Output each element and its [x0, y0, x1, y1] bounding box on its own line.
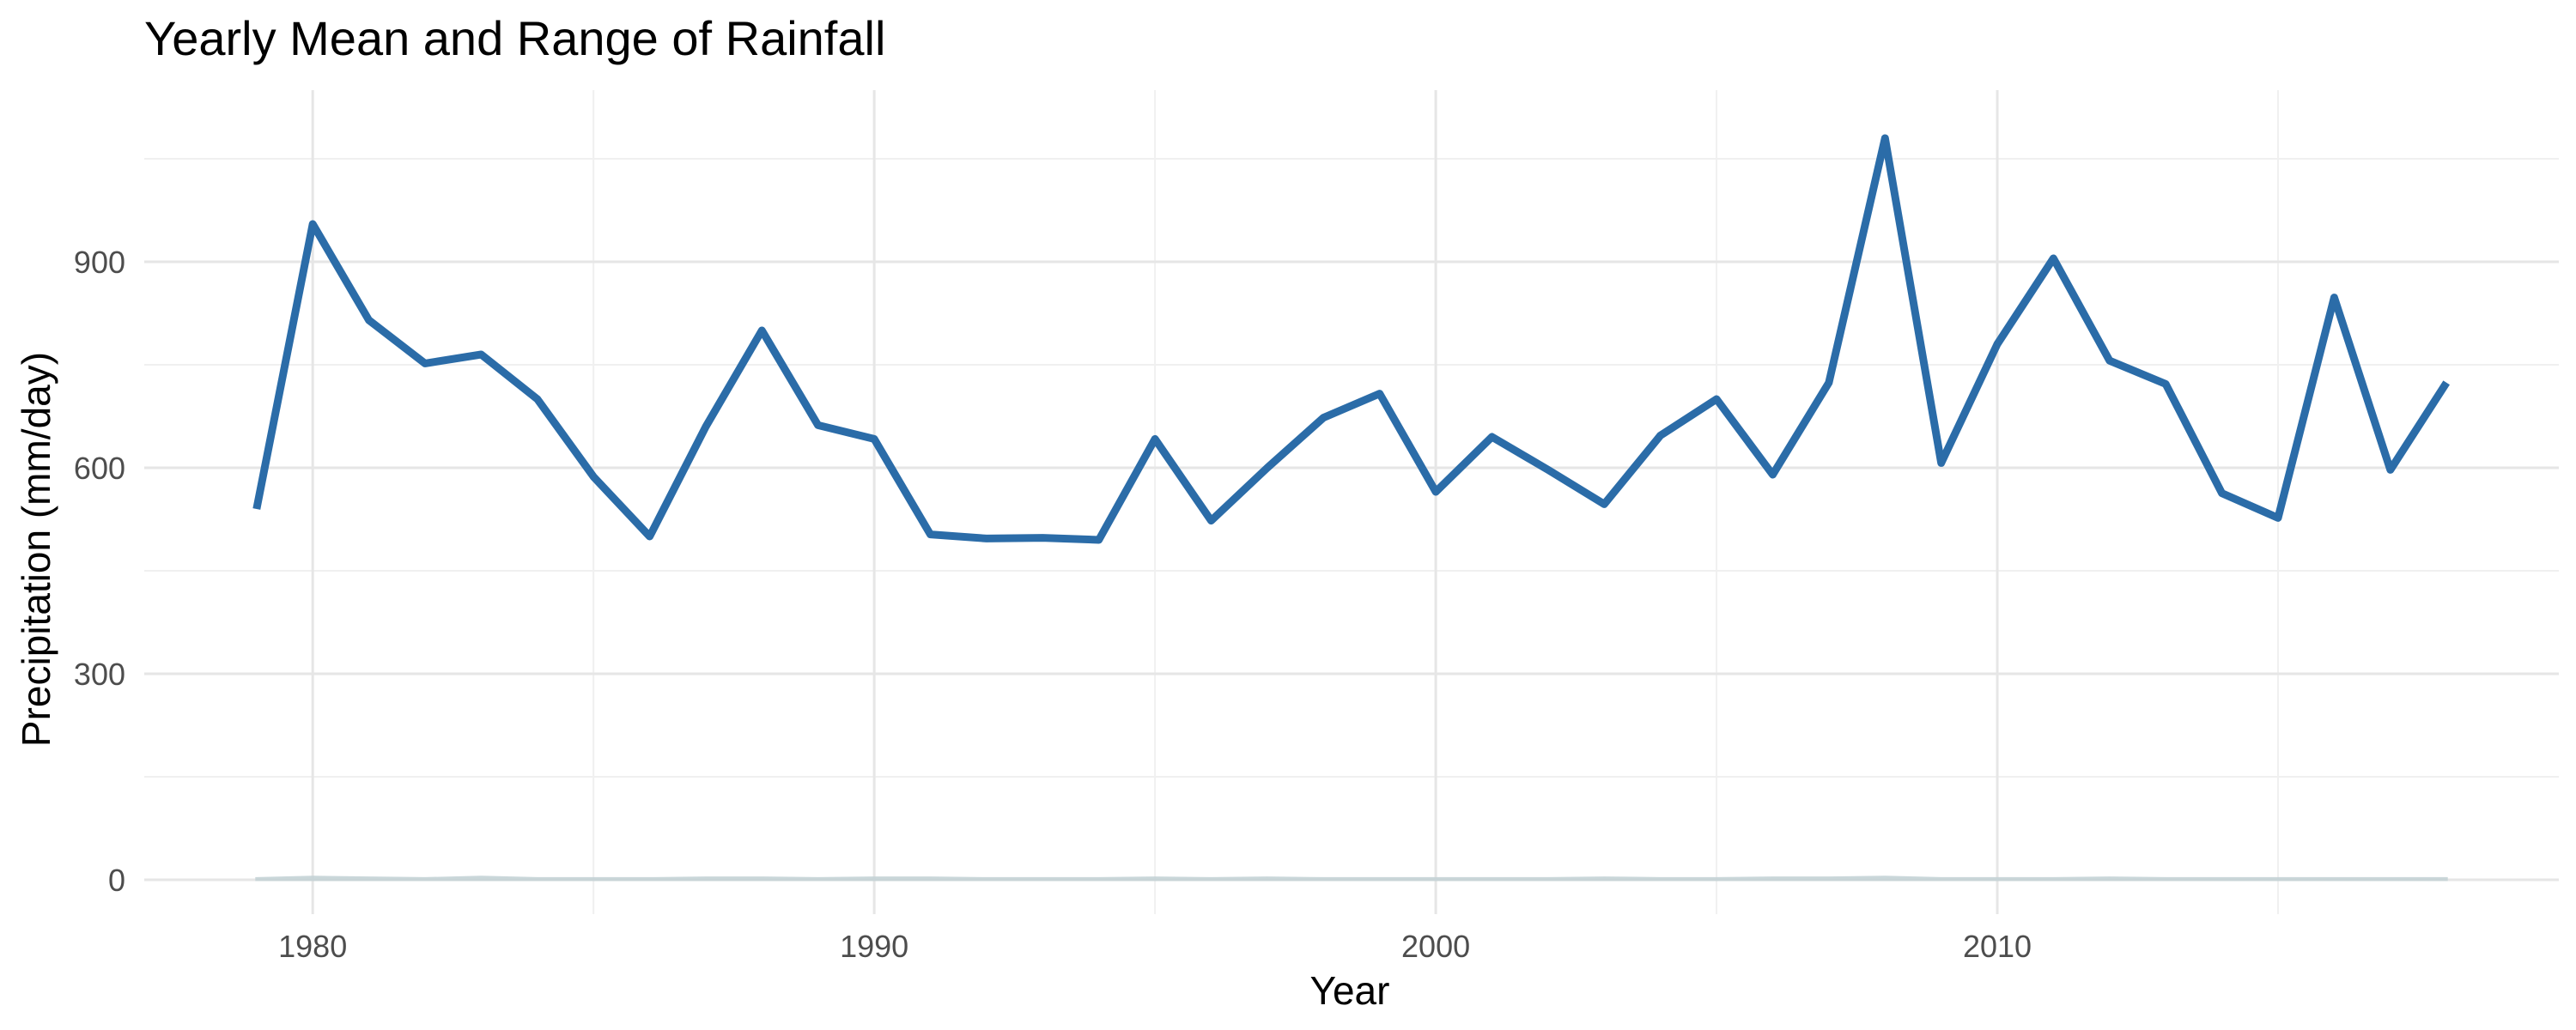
x-tick-label: 1990	[840, 929, 908, 964]
data-point	[1994, 341, 2001, 348]
data-point	[2219, 490, 2226, 497]
data-point	[2443, 379, 2450, 386]
x-tick-label: 2000	[1401, 929, 1470, 964]
data-point	[1096, 536, 1103, 543]
data-point	[2106, 357, 2113, 364]
y-tick-label: 300	[74, 657, 125, 692]
data-point	[1881, 135, 1888, 142]
data-point	[871, 435, 878, 442]
y-tick-label: 0	[108, 863, 125, 898]
data-point	[2330, 294, 2337, 301]
data-point	[2162, 380, 2169, 387]
mean-line-layer	[252, 134, 2450, 544]
data-point	[309, 221, 316, 227]
data-point	[647, 533, 653, 540]
data-point	[422, 360, 428, 367]
data-point	[815, 421, 822, 428]
data-point	[534, 396, 541, 403]
data-point	[758, 327, 765, 334]
data-point	[2275, 514, 2281, 521]
x-axis-title: Year	[1310, 968, 1390, 1013]
y-axis-title: Precipitation (mm/day)	[14, 352, 58, 747]
data-point	[366, 317, 373, 324]
range-ribbon-layer	[255, 876, 2448, 882]
y-tick-label: 600	[74, 451, 125, 486]
data-point	[1488, 433, 1495, 440]
data-point	[2050, 255, 2057, 262]
data-point	[590, 473, 597, 480]
data-point	[477, 351, 484, 358]
x-tick-label: 1980	[278, 929, 347, 964]
mean-line	[252, 134, 2450, 544]
data-point	[1769, 471, 1776, 478]
data-point	[2387, 466, 2394, 473]
data-point	[253, 506, 260, 512]
data-point	[1601, 500, 1607, 507]
data-point	[927, 531, 934, 538]
tick-labels: 1980 1990 2000 2010 0 300 600 900	[74, 245, 2032, 964]
data-point	[1208, 518, 1215, 524]
data-point	[1432, 488, 1439, 495]
data-point	[1938, 459, 1945, 466]
data-point	[983, 535, 990, 542]
range-ribbon	[255, 876, 2448, 882]
x-tick-label: 2010	[1963, 929, 2032, 964]
data-point	[702, 423, 709, 430]
data-point	[1545, 466, 1552, 473]
data-point	[1376, 391, 1383, 397]
grid	[144, 90, 2559, 914]
data-point	[1713, 396, 1720, 403]
data-point	[1320, 415, 1327, 421]
data-point	[1657, 432, 1664, 439]
data-point	[1039, 535, 1046, 542]
data-point	[1151, 435, 1158, 442]
data-point	[1264, 464, 1271, 471]
chart-title: Yearly Mean and Range of Rainfall	[144, 11, 885, 65]
data-point	[1826, 379, 1832, 386]
y-tick-label: 900	[74, 245, 125, 280]
